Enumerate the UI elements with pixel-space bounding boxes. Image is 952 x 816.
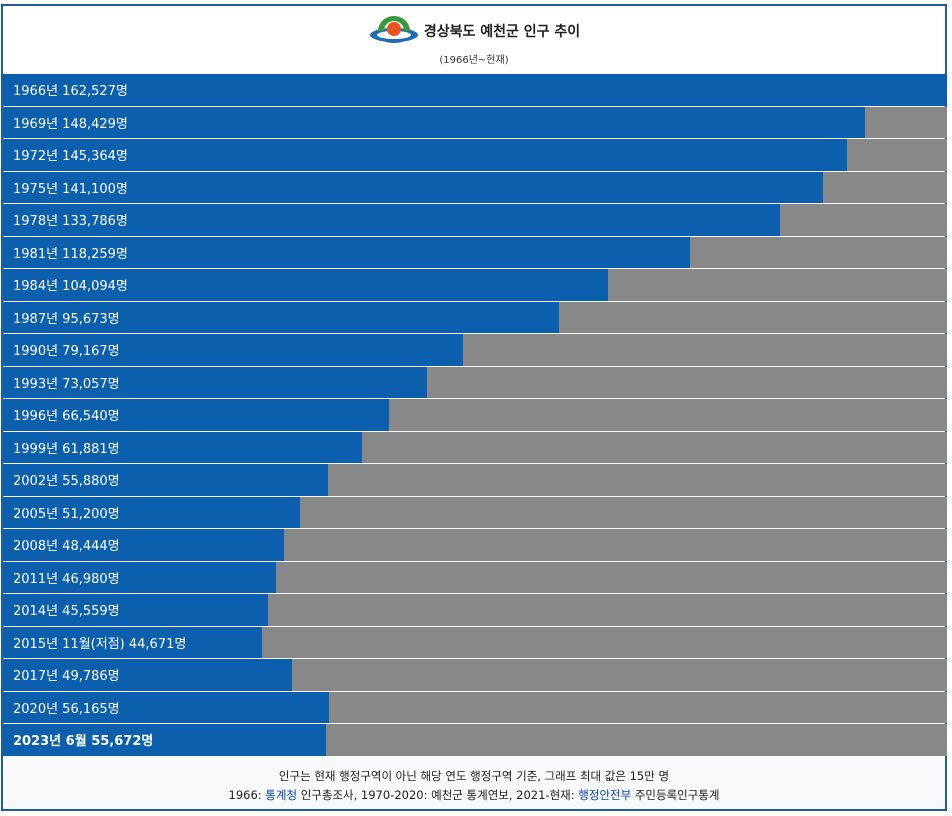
bar-label: 2020년 56,165명: [13, 701, 120, 717]
bar-label: 2014년 45,559명: [13, 604, 120, 620]
bar-label: 1996년 66,540명: [13, 409, 120, 425]
bar-label: 1993년 73,057명: [13, 376, 120, 392]
bar-row: 1996년 66,540명: [3, 399, 947, 431]
bar-row: 2014년 45,559명: [3, 594, 947, 626]
bar-label: 1999년 61,881명: [13, 441, 120, 457]
bar: [3, 366, 428, 398]
bar: [3, 399, 390, 431]
bar-label: 2011년 46,980명: [13, 571, 120, 587]
bar-row: 2023년 6월 55,672명: [3, 724, 947, 756]
bar: [3, 724, 327, 756]
bar-row: 2011년 46,980명: [3, 561, 947, 593]
chart-header: 경상북도 예천군 인구 추이 (1966년~현재): [3, 6, 945, 74]
bar-row: 2017년 49,786명: [3, 659, 947, 691]
bar-row: 1984년 104,094명: [3, 269, 947, 301]
bar-label: 1966년 162,527명: [13, 84, 128, 100]
bar-label: 1987년 95,673명: [13, 311, 120, 327]
bar-row: 1972년 145,364명: [3, 139, 947, 171]
bar-label: 1981년 118,259명: [13, 246, 128, 262]
chart-footer: 인구는 현재 행정구역이 아닌 해당 연도 행정구역 기준, 그래프 최대 값은…: [3, 761, 945, 805]
bar-label: 1969년 148,429명: [13, 116, 128, 132]
bar-row: 2008년 48,444명: [3, 529, 947, 561]
bar: [3, 106, 866, 138]
bar-row: 1987년 95,673명: [3, 301, 947, 333]
bar-row: 1981년 118,259명: [3, 236, 947, 268]
bar: [3, 464, 328, 496]
title-row: 경상북도 예천군 인구 추이: [3, 14, 945, 48]
bar: [3, 529, 285, 561]
source-suffix: 주민등록인구통계: [631, 788, 720, 802]
bar-label: 2002년 55,880명: [13, 474, 120, 490]
bar-row: 1969년 148,429명: [3, 106, 947, 138]
bar: [3, 561, 276, 593]
chart-frame: 경상북도 예천군 인구 추이 (1966년~현재) 1966년 162,527명…: [1, 4, 947, 811]
bar: [3, 431, 363, 463]
bar-row: 1978년 133,786명: [3, 204, 947, 236]
bar-row: 2005년 51,200명: [3, 496, 947, 528]
footer-source: 1966: 통계청 인구총조사, 1970-2020: 예천군 통계연보, 20…: [3, 786, 945, 805]
source-mid: 인구총조사, 1970-2020: 예천군 통계연보, 2021-현재:: [297, 788, 579, 802]
bar: [3, 139, 848, 171]
bar-row: 2015년 11월(저점) 44,671명: [3, 626, 947, 658]
chart-subtitle: (1966년~현재): [439, 55, 509, 66]
bar-label: 2005년 51,200명: [13, 506, 120, 522]
bar-row: 2020년 56,165명: [3, 691, 947, 723]
bar-row: 1966년 162,527명: [3, 74, 947, 106]
bar-row: 2002년 55,880명: [3, 464, 947, 496]
bar: [3, 204, 781, 236]
chart-title: 경상북도 예천군 인구 추이: [423, 24, 581, 40]
bar-label: 2023년 6월 55,672명: [13, 734, 154, 750]
bar-label: 1975년 141,100명: [13, 181, 128, 197]
bar-label: 2015년 11월(저점) 44,671명: [13, 636, 187, 652]
bar-row: 1993년 73,057명: [3, 366, 947, 398]
bar-row: 1975년 141,100명: [3, 171, 947, 203]
bar: [3, 236, 690, 268]
link-statistics-korea[interactable]: 통계청: [265, 788, 298, 802]
bar: [3, 171, 823, 203]
bar-label: 2017년 49,786명: [13, 669, 120, 685]
bar: [3, 594, 268, 626]
source-prefix: 1966:: [228, 788, 266, 802]
bar-label: 2008년 48,444명: [13, 539, 120, 555]
bar-rows: 1966년 162,527명 1969년 148,429명 1972년 145,36…: [3, 74, 947, 757]
bar-label: 1984년 104,094명: [13, 279, 128, 295]
link-ministry-interior[interactable]: 행정안전부: [578, 788, 632, 802]
bar: [3, 659, 293, 691]
bar-label: 1978년 133,786명: [13, 214, 128, 230]
bar: [3, 301, 559, 333]
bar: [3, 74, 947, 106]
bar-label: 1990년 79,167명: [13, 344, 120, 360]
footer-note: 인구는 현재 행정구역이 아닌 해당 연도 행정구역 기준, 그래프 최대 값은…: [278, 769, 670, 783]
yecheon-emblem-icon: [369, 16, 418, 43]
bar-row: 1999년 61,881명: [3, 431, 947, 463]
bar: [3, 691, 330, 723]
bar: [3, 626, 263, 658]
bar: [3, 334, 463, 366]
bar-row: 1990년 79,167명: [3, 334, 947, 366]
bar: [3, 496, 301, 528]
bar-label: 1972년 145,364명: [13, 149, 128, 165]
bar: [3, 269, 608, 301]
